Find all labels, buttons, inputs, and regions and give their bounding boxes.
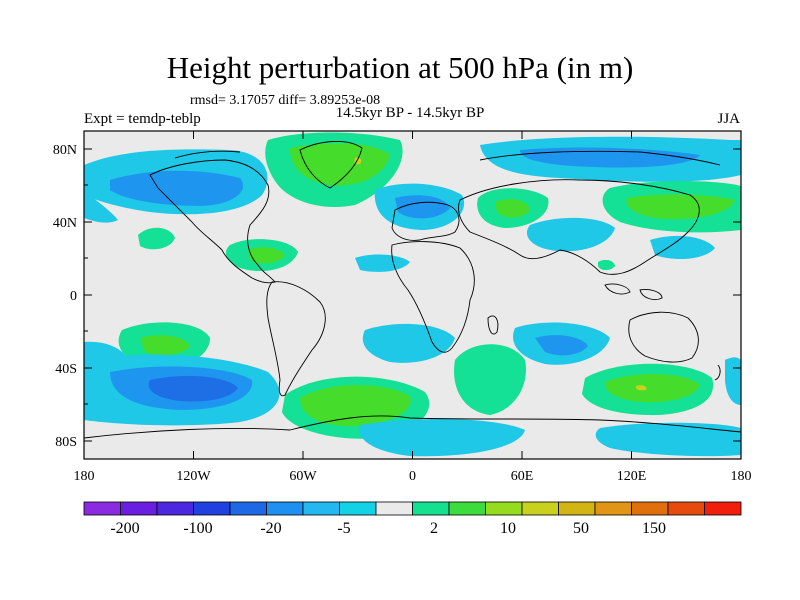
season-label: JJA	[717, 111, 740, 127]
colorbar-box	[412, 501, 450, 516]
colorbar-box	[667, 501, 705, 516]
lon-label: 120W	[176, 469, 211, 484]
colorbar-label: -100	[183, 520, 212, 537]
colorbar-box	[302, 501, 340, 516]
colorbar-box	[266, 501, 304, 516]
lon-label: 0	[409, 469, 416, 484]
experiment-label: Expt = temdp-teblp	[84, 111, 201, 127]
lat-label: 40N	[53, 216, 77, 231]
colorbar-box	[594, 501, 632, 516]
colorbar-box	[83, 501, 121, 516]
colorbar-box	[558, 501, 596, 516]
colorbar-box	[339, 501, 377, 516]
colorbar-label: 150	[642, 520, 666, 537]
lat-labels: 80N 40N 0 40S 80S	[53, 143, 77, 450]
period-label: 14.5kyr BP - 14.5kyr BP	[335, 105, 485, 121]
lon-label: 120E	[617, 469, 647, 484]
colorbar-box	[120, 501, 158, 516]
lon-ticks	[83, 131, 742, 459]
colorbar-label: -5	[337, 520, 350, 537]
lon-label: 180	[731, 469, 752, 484]
colorbar-box	[375, 501, 413, 516]
colorbar-box	[193, 501, 231, 516]
colorbar-box	[448, 501, 486, 516]
rmsd-stats: rmsd= 3.17057 diff= 3.89253e-08	[190, 93, 381, 108]
colorbar-label: 50	[573, 520, 589, 537]
colorbar-label: -200	[110, 520, 139, 537]
colorbar-label: 2	[430, 520, 438, 537]
colorbar-label: -20	[260, 520, 281, 537]
lat-ticks	[84, 148, 741, 442]
lat-label: 80N	[53, 143, 77, 158]
lon-labels: 180 120W 60W 0 60E 120E 180	[74, 469, 752, 484]
colorbar-box	[229, 501, 267, 516]
lon-label: 180	[74, 469, 95, 484]
lat-label: 0	[70, 289, 77, 304]
lat-label: 80S	[55, 435, 77, 450]
colorbar-box	[156, 501, 194, 516]
colorbar-labels: -200 -100 -20 -5 2 10 50 150	[110, 520, 666, 537]
colorbar-label: 10	[500, 520, 516, 537]
colorbar-box	[485, 501, 523, 516]
coastlines	[84, 140, 741, 439]
map-title: Height perturbation at 500 hPa (in m)	[166, 50, 634, 85]
colorbar-box	[631, 501, 669, 516]
lon-label: 60W	[289, 469, 317, 484]
lat-label: 40S	[55, 362, 77, 377]
colorbar-box	[521, 501, 559, 516]
lon-label: 60E	[511, 469, 534, 484]
colorbar	[83, 501, 742, 516]
colorbar-box	[704, 501, 742, 516]
